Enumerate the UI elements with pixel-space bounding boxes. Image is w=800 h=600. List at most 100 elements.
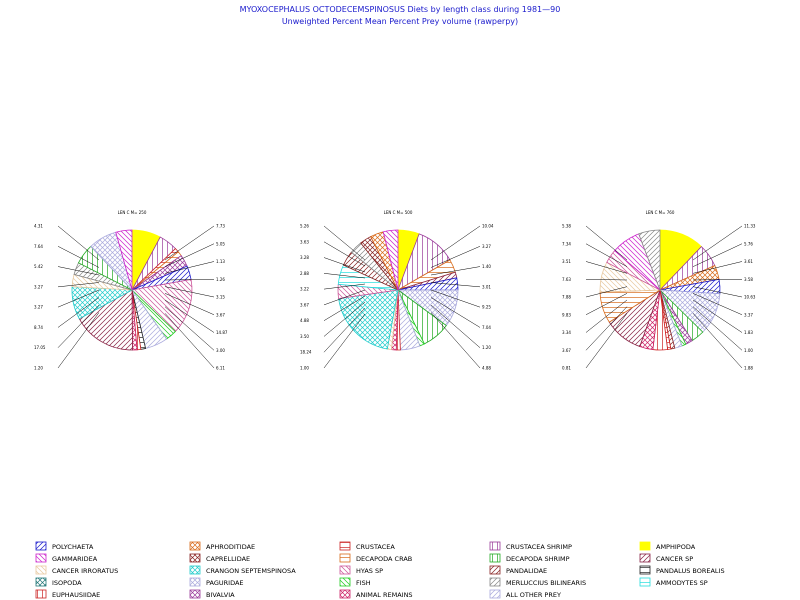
leader-line	[57, 266, 100, 276]
leader-line	[585, 306, 628, 351]
slice-label: 10.63	[744, 295, 756, 300]
slice-label: 3.34	[562, 330, 571, 335]
leader-line	[164, 306, 215, 351]
leader-line	[323, 283, 366, 290]
slice-label: 3.67	[300, 302, 309, 307]
legend-item: POLYCHAETA	[35, 541, 94, 551]
slice-label: 3.67	[562, 348, 571, 353]
slice-label: 3.01	[482, 284, 491, 289]
legend-item: CANCER IRRORATUS	[35, 565, 118, 575]
leader-line	[323, 307, 366, 353]
chart-subtitle: Unweighted Percent Mean Percent Prey vol…	[282, 17, 518, 26]
leader-line	[323, 295, 366, 321]
legend-label: APHRODITIDAE	[206, 543, 255, 551]
slice-label: 3.27	[34, 284, 43, 289]
slice-label: 3.27	[482, 244, 491, 249]
legend-item: AMMODYTES SP	[639, 577, 708, 587]
slice-label: 3.61	[744, 259, 753, 264]
slice-label: 3.37	[744, 312, 753, 317]
legend-item: HYAS SP	[339, 565, 383, 575]
leader-line	[430, 304, 481, 348]
slice-label: 5.05	[216, 241, 225, 246]
leader-line	[57, 289, 100, 308]
pie-1: LEN C M= 250 4.31 7.64 5.42 3.27 3.27 8.74 17.0…	[34, 210, 228, 371]
leader-line	[430, 266, 481, 276]
legend-swatch	[489, 565, 501, 575]
slice-label: 3.28	[300, 255, 309, 260]
slice-label: 7.64	[34, 244, 43, 249]
legend-swatch	[489, 553, 501, 563]
slice-label: 1.83	[744, 330, 753, 335]
leader-line	[692, 299, 743, 333]
leader-line	[692, 293, 743, 315]
legend-label: MERLUCCIUS BILINEARIS	[506, 579, 586, 587]
slice-label: 3.51	[562, 259, 571, 264]
slice-label: 4.31	[34, 224, 43, 229]
legend-label: AMMODYTES SP	[656, 579, 708, 587]
leader-line	[164, 299, 215, 333]
legend-swatch	[35, 577, 47, 587]
legend-swatch	[35, 589, 47, 599]
legend-label: ISOPODA	[52, 579, 82, 587]
legend-label: CRANGON SEPTEMSPINOSA	[206, 567, 296, 575]
pie-title: LEN C M= 500	[384, 210, 413, 215]
leader-line	[57, 246, 100, 268]
leader-line	[164, 261, 215, 274]
slice-label: 2.88	[300, 271, 309, 276]
leader-line	[323, 257, 366, 273]
leader-line	[585, 313, 628, 369]
leader-line	[164, 286, 215, 298]
slice-label: 5.42	[34, 264, 43, 269]
legend-item: CAPRELLIDAE	[189, 553, 250, 563]
legend-swatch	[35, 565, 47, 575]
leader-line	[430, 246, 481, 268]
legend-label: CRUSTACEA	[356, 543, 395, 551]
legend-label: PANDALUS BOREALIS	[656, 567, 725, 575]
legend-label: CRUSTACEA SHRIMP	[506, 543, 572, 551]
legend-label: ALL OTHER PREY	[506, 591, 561, 599]
legend-label: PAGURIDAE	[206, 579, 244, 587]
leader-line	[692, 261, 743, 274]
legend-swatch	[639, 553, 651, 563]
legend-swatch	[339, 541, 351, 551]
pie-slice	[382, 229, 399, 291]
slice-label: 5.26	[300, 224, 309, 229]
leader-line	[430, 225, 481, 261]
slice-label: 7.88	[562, 295, 571, 300]
leader-line	[57, 297, 100, 328]
slice-label: 9.25	[482, 305, 491, 310]
leader-line	[323, 241, 366, 267]
legend-swatch	[339, 577, 351, 587]
leader-line	[585, 225, 628, 261]
slice-label: 3.27	[34, 305, 43, 310]
pie-slice	[338, 289, 399, 350]
pie-slice	[638, 229, 661, 291]
pie-title: LEN C M= 250	[118, 210, 147, 215]
legend-item: DECAPODA SHRIMP	[489, 553, 570, 563]
slice-label: 1.20	[34, 366, 43, 371]
legend-item: BIVALVIA	[189, 589, 235, 599]
legend-swatch	[35, 541, 47, 551]
leader-line	[323, 273, 366, 279]
legend-label: PANDALIDAE	[506, 567, 547, 575]
legend-label: CAPRELLIDAE	[206, 555, 250, 563]
slice-label: 3.63	[300, 239, 309, 244]
slice-label: 18.24	[300, 350, 312, 355]
slice-label: 11.33	[744, 224, 756, 229]
legend-swatch	[489, 589, 501, 599]
leader-line	[585, 243, 628, 267]
legend-label: POLYCHAETA	[52, 543, 94, 551]
slice-label: 3.22	[300, 287, 309, 292]
legend-item: CRUSTACEA	[339, 541, 395, 551]
leader-line	[323, 225, 366, 261]
slice-label: 1.00	[744, 348, 753, 353]
legend-swatch	[339, 565, 351, 575]
leader-line	[323, 313, 366, 369]
legend-swatch	[639, 577, 651, 587]
legend-item: PANDALUS BOREALIS	[639, 565, 725, 575]
legend: POLYCHAETA APHRODITIDAE CRUSTACEA CRUSTACEA…	[35, 541, 725, 599]
slice-label: 7.34	[562, 241, 571, 246]
slice-label: 4.88	[300, 318, 309, 323]
slice-label: 1.00	[300, 366, 309, 371]
